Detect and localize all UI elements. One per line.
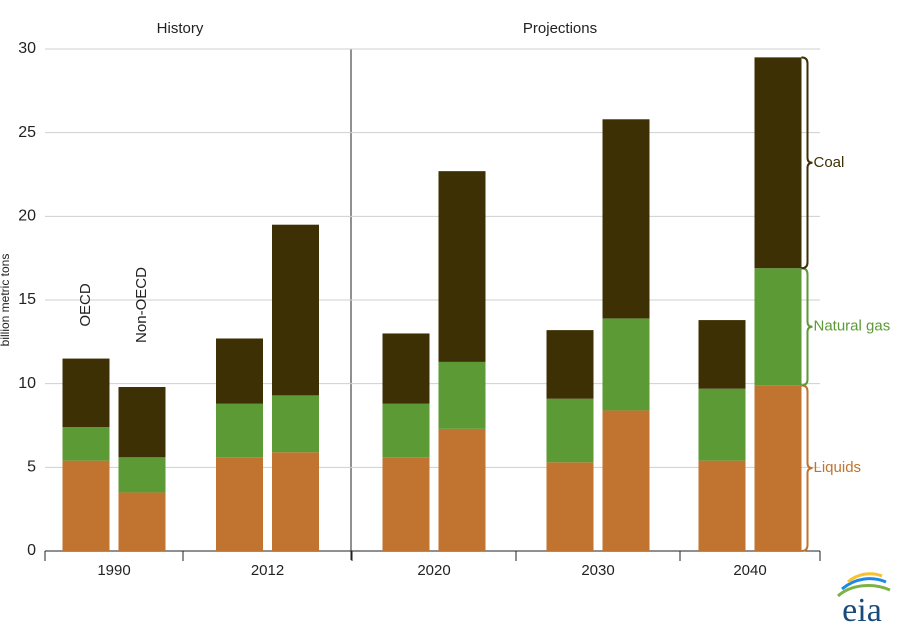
bar-segment [602, 318, 650, 411]
y-tick-label: 15 [18, 291, 36, 308]
x-tick-label: 2040 [733, 562, 766, 579]
logo-arc [836, 583, 891, 598]
legend-brace [801, 384, 813, 552]
bar-segment [382, 403, 430, 458]
bar-segment [698, 460, 746, 551]
x-tick-label: 1990 [97, 562, 130, 579]
y-tick-label: 25 [18, 124, 36, 141]
logo-arc [846, 572, 883, 584]
bar-segment [602, 410, 650, 551]
group-label: OECD [77, 283, 94, 327]
bar-segment [118, 492, 166, 551]
legend-label: Natural gas [814, 318, 891, 335]
bar-segment [118, 387, 166, 458]
bar-segment [62, 358, 110, 428]
section-label: History [157, 20, 204, 37]
bar-segment [272, 452, 319, 551]
x-tick-label: 2012 [251, 562, 284, 579]
legend-brace [801, 56, 813, 270]
x-tick-label: 2030 [581, 562, 614, 579]
bar-segment [216, 457, 263, 551]
bar-segment [754, 268, 802, 386]
section-label: Projections [523, 20, 597, 37]
bar-segment [602, 119, 650, 319]
bar-segment [62, 460, 110, 551]
bar-segment [216, 403, 263, 458]
bar-segment [382, 333, 430, 404]
bar-segment [698, 320, 746, 389]
bar-segment [272, 224, 319, 396]
logo: eia [842, 592, 882, 629]
y-tick-label: 5 [27, 459, 36, 476]
bar-segment [62, 427, 110, 461]
bar-segment [698, 388, 746, 461]
y-tick-label: 0 [27, 542, 36, 559]
x-tick-label: 2020 [417, 562, 450, 579]
legend-label: Liquids [814, 459, 862, 476]
y-axis-label: billion metric tons [0, 254, 12, 347]
bar-segment [118, 457, 166, 493]
bar-segment [438, 428, 486, 551]
bar-segment [546, 462, 594, 551]
logo-arc [841, 577, 887, 591]
bar-segment [272, 395, 319, 453]
legend-brace [801, 267, 813, 387]
y-tick-label: 10 [18, 375, 36, 392]
bar-segment [754, 57, 802, 269]
bar-segment [546, 330, 594, 399]
legend-label: Coal [814, 154, 845, 171]
bar-segment [546, 398, 594, 463]
bar-segment [382, 457, 430, 551]
bar-segment [754, 385, 802, 551]
y-tick-label: 20 [18, 208, 36, 225]
bar-segment [438, 361, 486, 429]
y-tick-label: 30 [18, 40, 36, 57]
group-label: Non-OECD [133, 267, 150, 343]
bar-segment [438, 171, 486, 362]
bar-segment [216, 338, 263, 404]
